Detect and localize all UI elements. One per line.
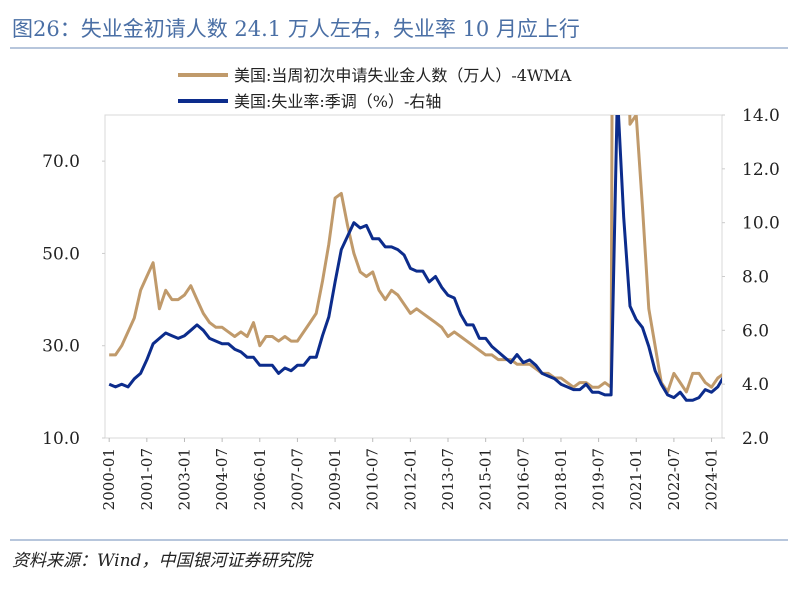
y2-tick-label: 12.0 [742,160,780,180]
y-tick-label: 10.0 [42,429,80,449]
x-tick-label: 2010-07 [364,448,382,510]
series-line [108,115,722,402]
y-tick-label: 70.0 [42,152,80,172]
plot-area [108,115,722,402]
series-line [109,115,722,394]
x-tick-label: 2003-01 [175,448,193,510]
x-tick-label: 2012-01 [401,448,419,510]
x-tick-label: 2018-01 [552,448,570,510]
x-tick-label: 2024-01 [703,448,721,510]
y2-tick-label: 4.0 [742,375,769,395]
chart-title: 图26：失业金初请人数 24.1 万人左右，失业率 10 月应上行 [12,17,580,41]
source: 资料来源：Wind，中国银河证券研究院 [12,551,314,571]
x-tick-label: 2022-07 [665,448,683,510]
x-tick-label: 2019-07 [590,448,608,510]
x-tick-label: 2006-01 [251,448,269,510]
y2-tick-label: 6.0 [742,321,769,341]
x-tick-label: 2001-07 [138,448,156,510]
x-tick-label: 2016-07 [514,448,532,510]
legend-label: 美国:失业率:季调（%）-右轴 [234,92,441,111]
y-tick-label: 30.0 [42,337,80,357]
x-tick-label: 2009-01 [326,448,344,510]
x-tick-label: 2015-01 [477,448,495,510]
y-tick-label: 50.0 [42,244,80,264]
x-tick-label: 2021-01 [627,448,645,510]
x-tick-label: 2007-07 [288,448,306,510]
y2-tick-label: 10.0 [742,214,780,234]
x-tick-label: 2004-07 [213,448,231,510]
legend-label: 美国:当周初次申请失业金人数（万人）-4WMA [234,66,572,85]
x-tick-label: 2000-01 [100,448,118,510]
x-tick-label: 2013-07 [439,448,457,510]
y2-tick-label: 14.0 [742,106,780,126]
y2-tick-label: 8.0 [742,268,769,288]
plot-frame [104,114,723,439]
y2-tick-label: 2.0 [742,429,769,449]
